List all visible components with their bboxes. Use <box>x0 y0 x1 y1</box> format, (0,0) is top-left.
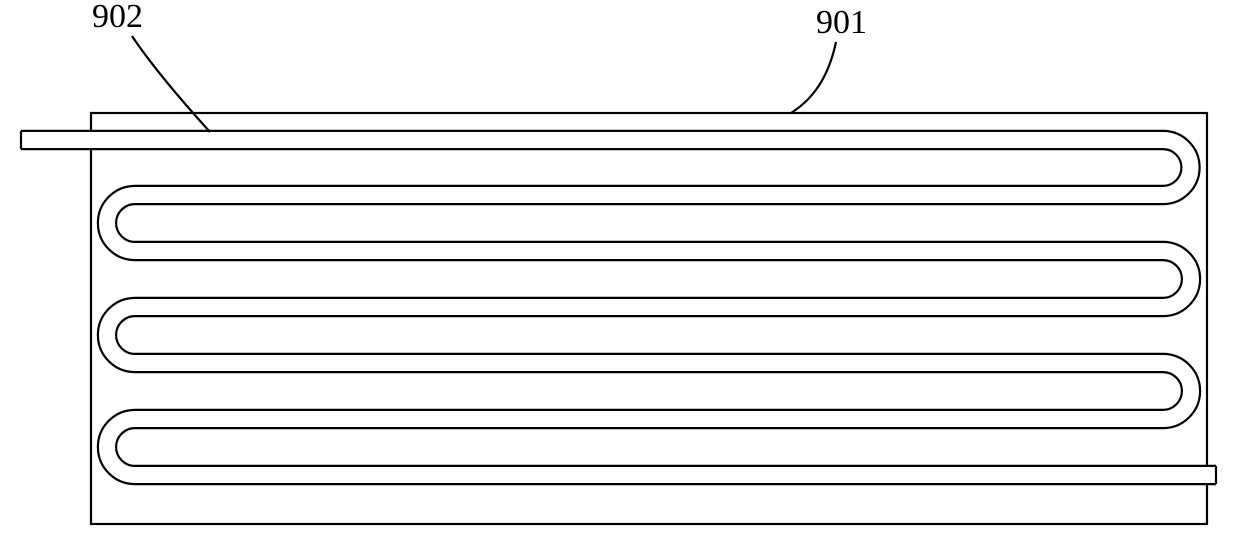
label-serpentine: 902 <box>92 0 143 34</box>
leader-line-plate <box>791 42 836 113</box>
label-plate: 901 <box>816 6 867 40</box>
housing-plate <box>91 113 1207 524</box>
